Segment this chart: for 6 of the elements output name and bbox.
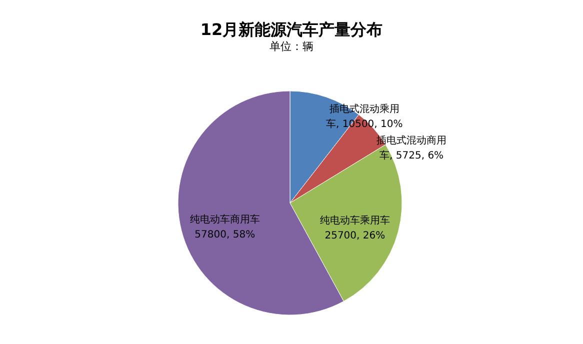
slice-label: 纯电动车商用车 bbox=[190, 214, 260, 226]
chart-subtitle: 单位：辆 bbox=[270, 40, 314, 53]
slice-label: 纯电动车乘用车 bbox=[320, 214, 390, 226]
chart-title: 12月新能源汽车产量分布 bbox=[200, 20, 383, 39]
data-label: 57800, 58% bbox=[194, 230, 256, 241]
data-label: 25700, 26% bbox=[324, 230, 386, 242]
